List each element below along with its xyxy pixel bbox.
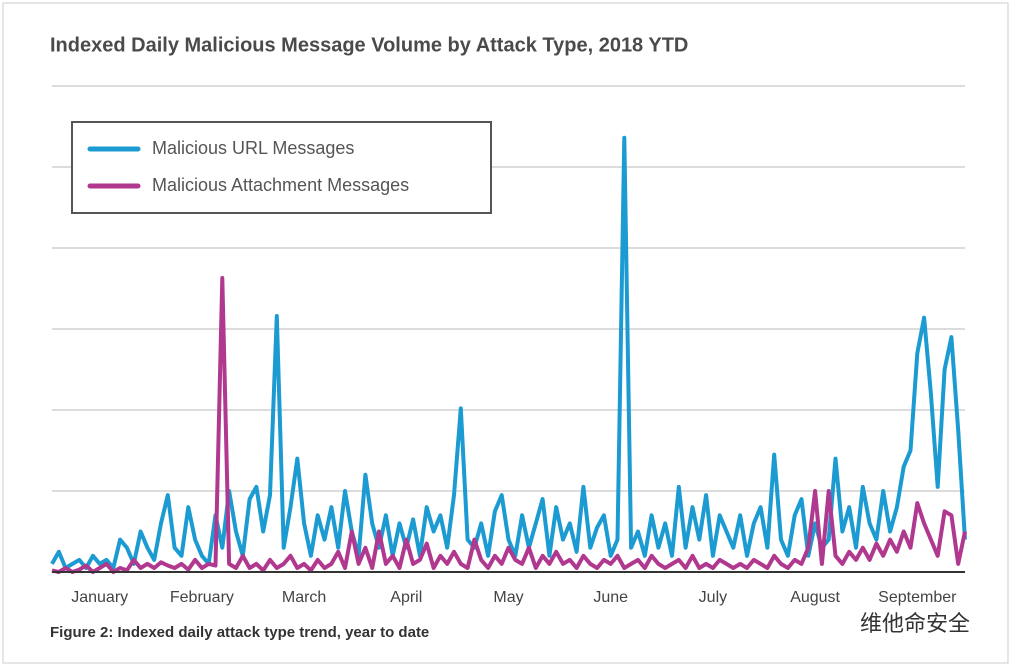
x-tick-label: August — [790, 589, 840, 606]
legend-box — [71, 121, 492, 214]
legend-label: Malicious Attachment Messages — [152, 175, 409, 195]
legend-label: Malicious URL Messages — [152, 138, 354, 158]
x-tick-label: January — [71, 589, 128, 606]
x-tick-label: September — [878, 589, 957, 606]
x-tick-label: June — [593, 589, 628, 606]
x-tick-label: May — [493, 589, 523, 606]
x-tick-label: March — [282, 589, 326, 606]
x-tick-label: February — [170, 589, 234, 606]
series-line — [50, 135, 967, 570]
caption: Figure 2: Indexed daily attack type tren… — [50, 624, 429, 641]
x-tick-label: April — [390, 589, 422, 606]
frame — [2, 2, 1009, 664]
x-tick-label: July — [699, 589, 727, 606]
watermark: 维他命安全 — [860, 611, 970, 636]
chart-title: Indexed Daily Malicious Message Volume b… — [50, 34, 688, 56]
series-line — [51, 276, 967, 574]
